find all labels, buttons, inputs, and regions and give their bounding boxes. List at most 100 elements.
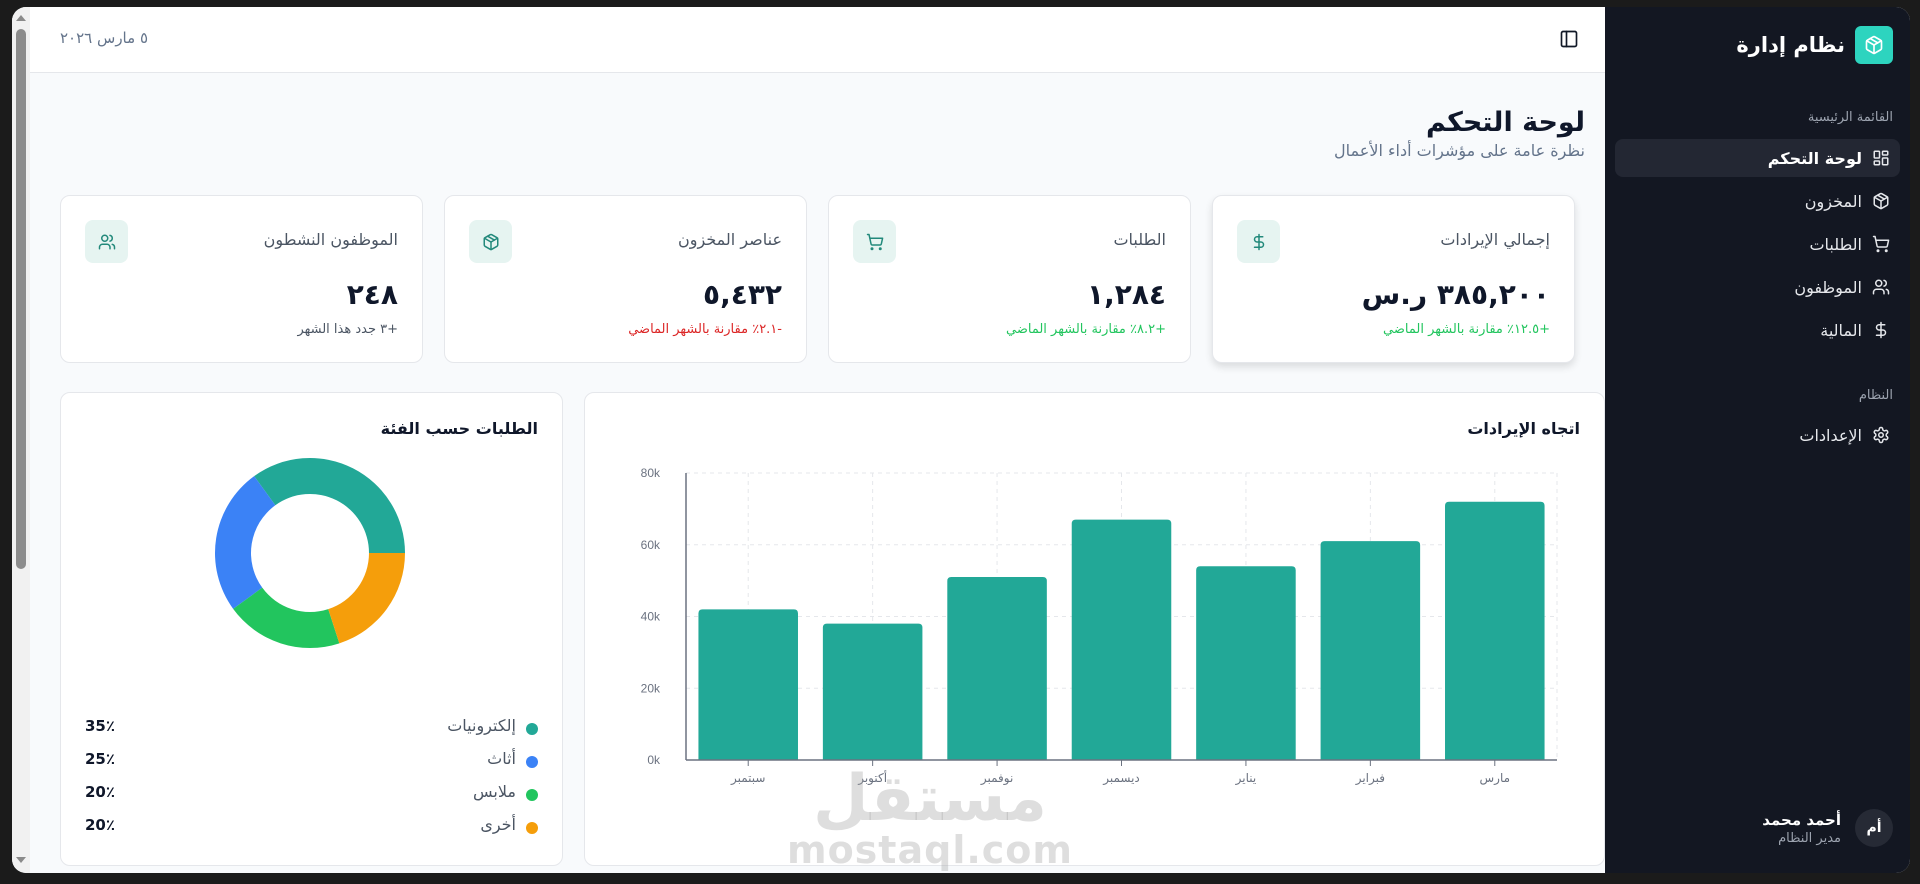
svg-text:ديسمبر: ديسمبر (1102, 771, 1140, 786)
stat-delta: +٨.٢٪ مقارنة بالشهر الماضي (1006, 322, 1166, 337)
legend-label: أثاث (487, 749, 516, 768)
chart-legend: إلكترونيات 35٪ أثاث 25٪ ملابس 20٪ أخرى 2… (85, 715, 538, 847)
revenue-trend-panel: اتجاه الإيرادات 0k 20k 40k 60k 80k سبتمبر أكتو… (584, 392, 1605, 866)
box-icon (1872, 192, 1890, 210)
stat-delta: +١٢.٥٪ مقارنة بالشهر الماضي (1383, 322, 1550, 337)
svg-text:60k: 60k (641, 538, 661, 552)
donut-slice[interactable] (328, 553, 405, 644)
stat-value: ٣٨٥,٢٠٠ ر.س (1361, 278, 1550, 311)
sidebar-item-label: الإعدادات (1799, 425, 1862, 445)
page-subtitle: نظرة عامة على مؤشرات أداء الأعمال (1334, 141, 1585, 161)
svg-text:40k: 40k (641, 610, 661, 624)
svg-text:مارس: مارس (1480, 771, 1511, 786)
legend-dot-icon (526, 822, 538, 834)
cart-icon (1872, 235, 1890, 253)
legend-label: ملابس (473, 782, 516, 801)
stat-card-inventory[interactable]: عناصر المخزون ٥,٤٣٢ -٢.١٪ مقارنة بالشهر … (444, 195, 807, 363)
legend-item: أخرى 20٪ (85, 814, 538, 847)
svg-text:0k: 0k (647, 753, 661, 767)
brand[interactable]: نظام إدارة (1736, 26, 1893, 64)
user-info: أحمد محمد مدير النظام (1762, 811, 1841, 846)
sidebar-item-employees[interactable]: الموظفون (1615, 268, 1900, 306)
legend-dot-icon (526, 789, 538, 801)
scroll-up-arrow-icon[interactable] (16, 15, 26, 21)
revenue-bar-chart[interactable]: 0k 20k 40k 60k 80k سبتمبر أكتوبر نوفمبر ديسمبر ين… (585, 393, 1606, 867)
bar[interactable] (947, 577, 1047, 760)
bar[interactable] (822, 623, 923, 760)
legend-dot-icon (526, 756, 538, 768)
top-bar: ٥ مارس ٢٠٢٦ (30, 7, 1605, 73)
sidebar-item-label: الموظفون (1794, 277, 1862, 297)
box-icon (469, 220, 512, 263)
legend-value: 25٪ (85, 750, 116, 768)
app-window: ٥ مارس ٢٠٢٦ لوحة التحكم نظرة عامة على مؤ… (12, 7, 1910, 873)
stat-value: ٥,٤٣٢ (703, 278, 782, 311)
legend-dot-icon (526, 723, 538, 735)
current-date: ٥ مارس ٢٠٢٦ (60, 29, 148, 47)
svg-text:أكتوبر: أكتوبر (857, 770, 887, 786)
bar[interactable] (1445, 501, 1545, 760)
panel-title: اتجاه الإيرادات (1467, 419, 1580, 438)
legend-value: 35٪ (85, 717, 116, 735)
avatar: أم (1855, 809, 1893, 847)
stat-value: ١,٢٨٤ (1087, 278, 1166, 311)
user-name: أحمد محمد (1762, 810, 1841, 829)
stat-card-employees[interactable]: الموظفون النشطون ٢٤٨ +٣ جدد هذا الشهر (60, 195, 423, 363)
stat-delta: -٢.١٪ مقارنة بالشهر الماضي (628, 322, 782, 337)
users-icon (85, 220, 128, 263)
dollar-icon (1237, 220, 1280, 263)
bar[interactable] (1320, 541, 1421, 760)
category-donut-chart[interactable] (61, 393, 564, 713)
svg-text:80k: 80k (641, 466, 661, 480)
stat-card-revenue[interactable]: إجمالي الإيرادات ٣٨٥,٢٠٠ ر.س +١٢.٥٪ مقار… (1212, 195, 1575, 363)
stat-label: إجمالي الإيرادات (1440, 230, 1550, 249)
sidebar-item-label: المالية (1820, 320, 1862, 340)
legend-item: ملابس 20٪ (85, 781, 538, 814)
svg-text:يناير: يناير (1235, 771, 1257, 786)
stat-card-orders[interactable]: الطلبات ١,٢٨٤ +٨.٢٪ مقارنة بالشهر الماضي (828, 195, 1191, 363)
stat-label: الطلبات (1113, 230, 1166, 249)
cart-icon (853, 220, 896, 263)
sidebar-toggle-icon[interactable] (1559, 29, 1579, 49)
main-content: ٥ مارس ٢٠٢٦ لوحة التحكم نظرة عامة على مؤ… (30, 7, 1605, 873)
vertical-scrollbar[interactable] (12, 7, 30, 873)
legend-value: 20٪ (85, 816, 116, 834)
users-icon (1872, 278, 1890, 296)
dashboard-icon (1872, 149, 1890, 167)
svg-text:سبتمبر: سبتمبر (730, 771, 765, 786)
legend-item: إلكترونيات 35٪ (85, 715, 538, 748)
user-profile[interactable]: أم أحمد محمد مدير النظام (1762, 809, 1893, 847)
sidebar-item-label: المخزون (1804, 191, 1862, 211)
page-header: لوحة التحكم نظرة عامة على مؤشرات أداء ال… (1334, 107, 1585, 160)
bar[interactable] (698, 609, 798, 760)
sidebar-item-label: الطلبات (1809, 234, 1862, 254)
sidebar-item-dashboard[interactable]: لوحة التحكم (1615, 139, 1900, 177)
stat-label: عناصر المخزون (678, 230, 782, 249)
stat-value: ٢٤٨ (346, 278, 398, 311)
sidebar-item-orders[interactable]: الطلبات (1615, 225, 1900, 263)
bar[interactable] (1071, 519, 1172, 760)
donut-slice[interactable] (233, 587, 340, 648)
section-label-main: القائمة الرئيسية (1807, 110, 1893, 125)
gear-icon (1872, 426, 1890, 444)
sidebar: نظام إدارة القائمة الرئيسية لوحة التحكم … (1605, 7, 1910, 873)
scroll-down-arrow-icon[interactable] (16, 857, 26, 863)
panel-title: الطلبات حسب الفئة (380, 419, 538, 438)
svg-text:نوفمبر: نوفمبر (980, 771, 1013, 786)
sidebar-item-finance[interactable]: المالية (1615, 311, 1900, 349)
legend-label: إلكترونيات (447, 716, 516, 735)
donut-slice[interactable] (214, 476, 276, 609)
legend-value: 20٪ (85, 783, 116, 801)
logo-box-icon (1855, 26, 1893, 64)
dollar-icon (1872, 321, 1890, 339)
svg-text:20k: 20k (641, 681, 661, 695)
orders-by-category-panel: الطلبات حسب الفئة إلكترونيات 35٪ أثاث 25… (60, 392, 563, 866)
sidebar-item-inventory[interactable]: المخزون (1615, 182, 1900, 220)
stat-cards: إجمالي الإيرادات ٣٨٥,٢٠٠ ر.س +١٢.٥٪ مقار… (60, 195, 1575, 363)
sidebar-item-settings[interactable]: الإعدادات (1615, 416, 1900, 454)
legend-item: أثاث 25٪ (85, 748, 538, 781)
scrollbar-thumb[interactable] (16, 29, 26, 569)
bar[interactable] (1196, 566, 1296, 760)
svg-text:فبراير: فبراير (1355, 771, 1385, 786)
donut-slice[interactable] (254, 458, 405, 553)
